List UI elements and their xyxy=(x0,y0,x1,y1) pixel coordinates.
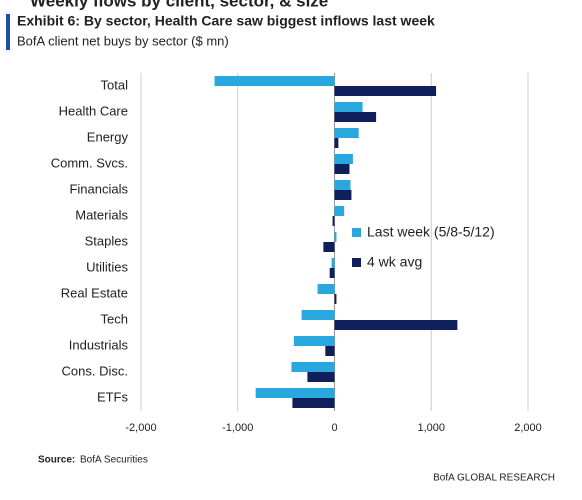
bar xyxy=(301,310,335,320)
bar xyxy=(334,232,337,242)
x-tick-label: -1,000 xyxy=(222,422,253,434)
bar xyxy=(255,388,335,398)
bar xyxy=(292,398,335,408)
bar xyxy=(334,86,437,96)
bar xyxy=(334,206,345,216)
bar xyxy=(332,216,335,226)
x-tick-label: 1,000 xyxy=(417,422,445,434)
bar xyxy=(334,102,363,112)
x-tick-label: 0 xyxy=(331,422,337,434)
chart-title: Exhibit 6: By sector, Health Care saw bi… xyxy=(17,13,435,29)
x-tick-label: -2,000 xyxy=(125,422,156,434)
footer: BofA GLOBAL RESEARCH xyxy=(433,473,555,484)
bar xyxy=(334,190,352,200)
y-tick-label: Tech xyxy=(101,311,128,326)
legend-label: 4 wk avg xyxy=(367,254,422,270)
y-tick-label: Energy xyxy=(87,129,129,144)
bar xyxy=(331,258,335,268)
legend-swatch xyxy=(352,258,361,267)
bar xyxy=(214,76,335,86)
legend-swatch xyxy=(352,228,361,237)
bar xyxy=(334,294,337,304)
accent-bar xyxy=(6,14,10,50)
y-tick-label: Comm. Svcs. xyxy=(51,155,128,170)
bar xyxy=(291,362,335,372)
bar xyxy=(293,336,335,346)
y-tick-label: Materials xyxy=(75,207,128,222)
y-tick-label: Real Estate xyxy=(61,285,128,300)
source-label: Source: xyxy=(38,455,75,466)
bar xyxy=(307,372,335,382)
bar xyxy=(334,138,339,148)
bar xyxy=(334,320,458,330)
bar xyxy=(334,180,351,190)
chart-subtitle: BofA client net buys by sector ($ mn) xyxy=(17,33,229,48)
y-tick-label: Cons. Disc. xyxy=(62,363,128,378)
y-tick-label: Utilities xyxy=(86,259,128,274)
bar xyxy=(317,284,335,294)
legend-label: Last week (5/8-5/12) xyxy=(367,224,495,240)
y-tick-label: Industrials xyxy=(69,337,129,352)
y-tick-label: ETFs xyxy=(97,389,129,404)
y-tick-label: Health Care xyxy=(59,103,128,118)
bar xyxy=(329,268,335,278)
x-tick-label: 2,000 xyxy=(514,422,542,434)
bar xyxy=(334,154,353,164)
y-tick-label: Staples xyxy=(85,233,129,248)
bar xyxy=(334,112,377,122)
supertitle: Weekly flows by client, sector, & size xyxy=(30,0,328,10)
source: BofA Securities xyxy=(80,455,148,466)
y-tick-label: Financials xyxy=(69,181,128,196)
y-tick-label: Total xyxy=(101,77,129,92)
bar xyxy=(325,346,335,356)
bar xyxy=(334,164,350,174)
bar xyxy=(323,242,335,252)
bar xyxy=(334,128,359,138)
